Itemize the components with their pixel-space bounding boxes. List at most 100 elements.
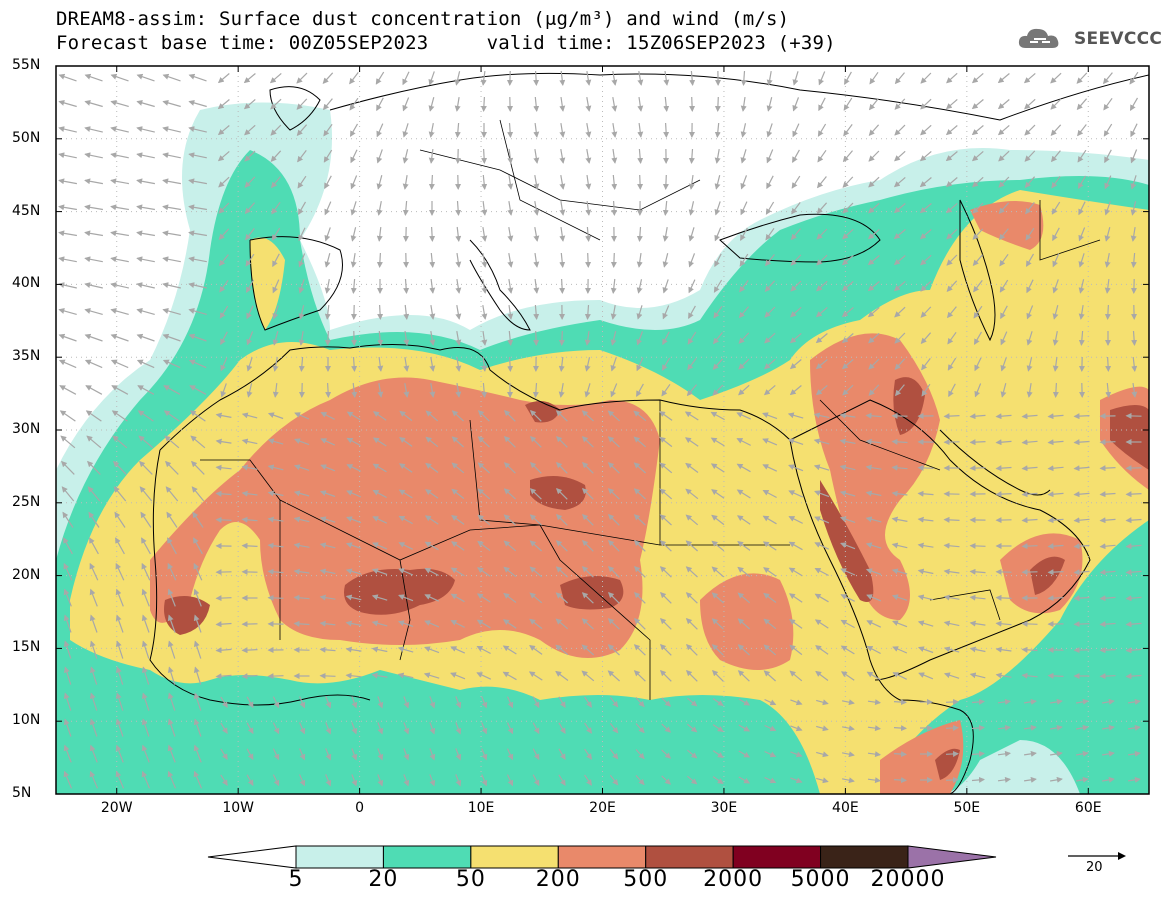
- wind-arrow: [533, 279, 540, 294]
- wind-arrow: [659, 488, 673, 500]
- wind-arrow: [684, 411, 699, 421]
- wind-arrow: [481, 304, 488, 320]
- wind-arrow: [894, 150, 906, 162]
- wind-arrow: [995, 672, 1012, 679]
- wind-arrow: [1000, 383, 1007, 398]
- wind-arrow: [477, 436, 490, 448]
- wind-arrow: [972, 202, 984, 214]
- wind-arrow: [581, 670, 595, 682]
- wind-arrow: [193, 640, 202, 659]
- wind-arrow: [917, 646, 934, 654]
- wind-arrow: [136, 230, 155, 237]
- wind-arrow: [917, 464, 934, 471]
- wind-arrow: [997, 698, 1011, 705]
- cloud-icon: [1018, 28, 1059, 48]
- wind-arrow: [712, 776, 724, 784]
- wind-arrow: [193, 718, 202, 737]
- wind-arrow: [58, 73, 77, 82]
- wind-arrow: [917, 542, 934, 549]
- wind-arrow: [324, 330, 331, 346]
- wind-arrow: [893, 255, 906, 266]
- wind-arrow: [319, 490, 336, 498]
- wind-arrow: [891, 490, 908, 497]
- wind-arrow: [89, 718, 98, 737]
- wind-arrow: [372, 463, 387, 473]
- wind-arrow: [917, 568, 934, 575]
- wind-arrow: [324, 227, 331, 242]
- wind-arrow: [372, 411, 387, 421]
- colorbar-segment: [820, 845, 909, 869]
- wind-arrow: [532, 748, 540, 761]
- wind-arrow: [920, 280, 932, 292]
- wind-arrow: [740, 201, 748, 216]
- wind-arrow: [84, 73, 103, 82]
- wind-arrow: [866, 620, 882, 628]
- wind-arrow: [215, 438, 232, 445]
- wind-arrow: [792, 71, 799, 86]
- wind-arrow: [403, 304, 410, 320]
- wind-arrow: [971, 99, 984, 110]
- wind-arrow: [763, 592, 777, 603]
- wind-arrow: [298, 279, 305, 294]
- wind-arrow: [1021, 413, 1038, 420]
- wind-arrow: [455, 200, 462, 216]
- wind-arrow: [455, 357, 462, 372]
- wind-arrow: [60, 460, 75, 475]
- wind-arrow: [533, 330, 540, 346]
- wind-arrow: [325, 382, 332, 398]
- wind-arrow: [662, 305, 670, 320]
- wind-arrow: [58, 308, 77, 315]
- wind-arrow: [839, 464, 856, 471]
- wind-arrow: [450, 593, 465, 603]
- wind-arrow: [738, 306, 749, 319]
- wind-arrow: [398, 515, 413, 525]
- wind-arrow: [763, 644, 777, 656]
- wind-arrow: [245, 228, 255, 241]
- wind-arrow: [816, 699, 829, 706]
- wind-arrow: [659, 462, 673, 474]
- wind-arrow: [559, 97, 566, 112]
- wind-arrow: [607, 436, 620, 448]
- wind-arrow: [555, 461, 568, 474]
- wind-arrow: [110, 73, 129, 82]
- wind-arrow: [636, 305, 643, 320]
- wind-arrow: [584, 304, 591, 320]
- wind-arrow: [533, 70, 540, 86]
- wind-arrow: [1024, 150, 1036, 162]
- wind-arrow: [842, 384, 854, 396]
- wind-arrow: [476, 619, 491, 629]
- wind-arrow: [1050, 98, 1062, 110]
- wind-arrow: [455, 304, 462, 320]
- wind-arrow: [766, 149, 774, 164]
- map-title: DREAM8-assim: Surface dust concentration…: [56, 8, 790, 30]
- wind-arrow: [917, 516, 934, 523]
- wind-arrow: [610, 278, 617, 294]
- wind-arrow: [841, 307, 854, 318]
- wind-arrow: [790, 280, 802, 292]
- wind-arrow: [814, 619, 829, 629]
- wind-arrow: [217, 125, 230, 136]
- wind-arrow: [272, 774, 280, 787]
- wind-arrow: [842, 150, 853, 163]
- wind-arrow: [529, 514, 542, 526]
- wind-arrow: [713, 305, 723, 319]
- wind-arrow: [920, 306, 932, 318]
- wind-arrow: [507, 252, 514, 268]
- wind-arrow: [503, 540, 517, 552]
- wind-arrow: [58, 359, 77, 369]
- wind-arrow: [997, 776, 1011, 783]
- wind-arrow: [324, 175, 332, 190]
- wind-arrow: [818, 97, 826, 112]
- wind-arrow: [663, 71, 670, 86]
- wind-arrow: [325, 722, 332, 735]
- wind-arrow: [689, 96, 696, 112]
- wind-arrow: [611, 123, 618, 138]
- wind-arrow: [946, 228, 958, 240]
- wind-arrow: [188, 73, 207, 82]
- wind-arrow: [1050, 72, 1062, 84]
- wind-arrow: [792, 97, 800, 112]
- wind-arrow: [294, 412, 310, 420]
- wind-arrow: [663, 122, 670, 138]
- wind-arrow: [611, 200, 618, 216]
- wind-arrow: [403, 696, 410, 709]
